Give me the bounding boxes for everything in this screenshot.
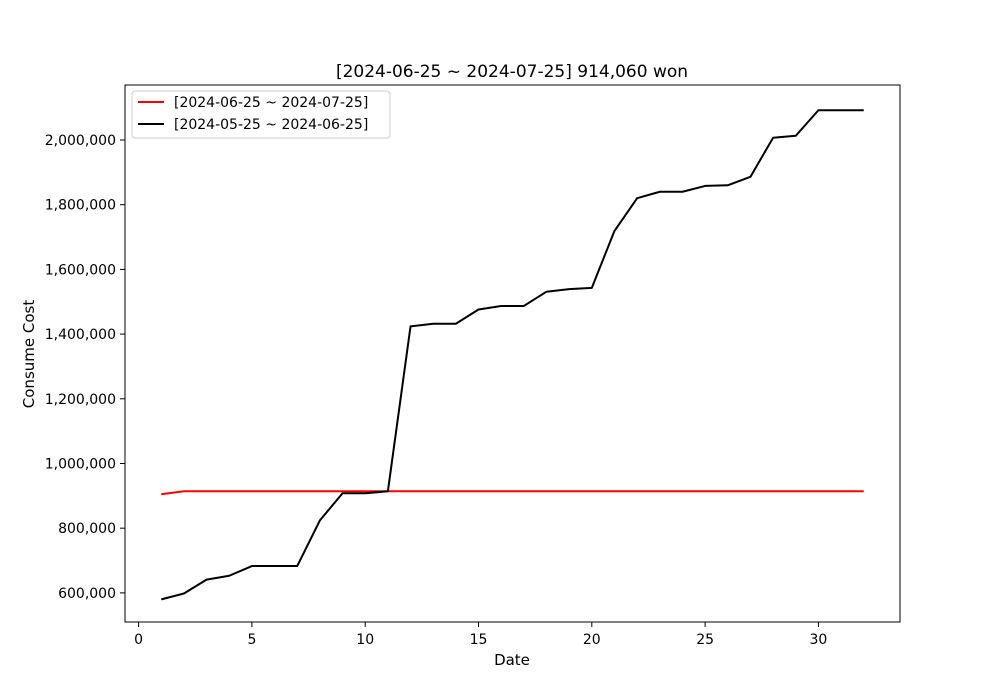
- y-tick-label: 2,000,000: [45, 133, 116, 149]
- y-tick-label: 1,600,000: [45, 262, 116, 278]
- x-axis-label: Date: [494, 651, 530, 669]
- y-tick-label: 1,400,000: [45, 327, 116, 343]
- y-tick-label: 600,000: [58, 586, 116, 602]
- y-tick-label: 800,000: [58, 521, 116, 537]
- plot-frame: [124, 84, 901, 623]
- series-line-previous-period: [161, 109, 864, 601]
- y-axis-label: Consume Cost: [20, 300, 38, 409]
- series-layer: [161, 109, 864, 601]
- y-tick-label: 1,800,000: [45, 198, 116, 214]
- x-axis: 0 5 10 15 20 25 30: [134, 622, 827, 648]
- legend-box: [131, 90, 391, 139]
- y-tick-label: 1,200,000: [45, 392, 116, 408]
- x-tick-label: 0: [134, 632, 143, 648]
- x-tick-label: 20: [583, 632, 601, 648]
- x-tick-label: 30: [810, 632, 828, 648]
- y-tick-label: 1,000,000: [45, 456, 116, 472]
- x-tick-label: 5: [247, 632, 256, 648]
- y-axis: 600,000 800,000 1,000,000 1,200,000 1,400,00…: [45, 133, 125, 602]
- legend: [2024-06-25 ~ 2024-07-25] [2024-05-25 ~ …: [131, 90, 391, 139]
- legend-label-current-period: [2024-06-25 ~ 2024-07-25]: [174, 95, 368, 111]
- x-tick-label: 15: [470, 632, 488, 648]
- legend-label-previous-period: [2024-05-25 ~ 2024-06-25]: [174, 117, 368, 133]
- x-tick-label: 10: [356, 632, 374, 648]
- series-line-current-period: [161, 490, 864, 496]
- chart-title: [2024-06-25 ~ 2024-07-25] 914,060 won: [336, 62, 688, 82]
- x-tick-label: 25: [696, 632, 714, 648]
